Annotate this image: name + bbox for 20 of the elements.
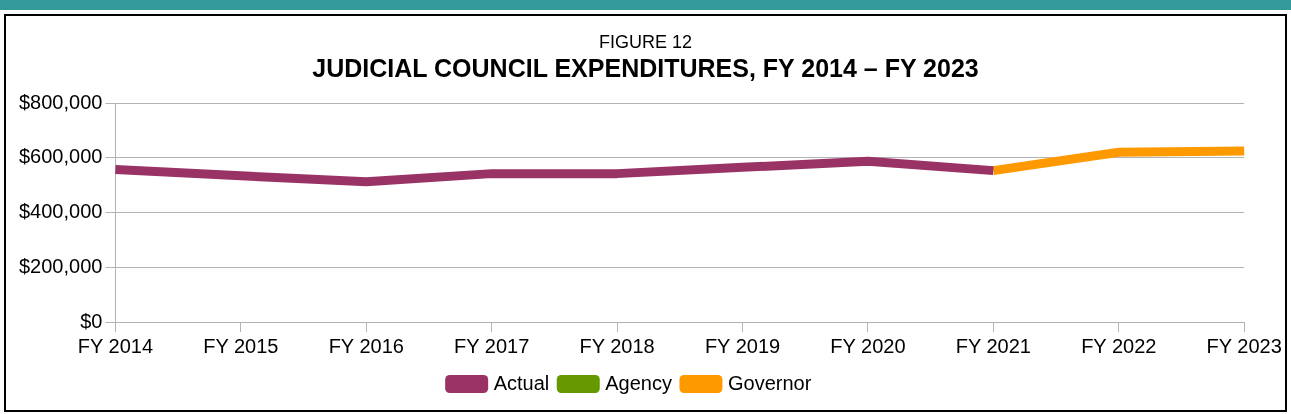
- y-tick-label: $800,000: [19, 90, 103, 113]
- legend-label: Agency: [605, 371, 672, 394]
- y-tick-label: $600,000: [19, 145, 103, 168]
- legend-label: Governor: [727, 371, 812, 394]
- y-tick-label: $0: [80, 309, 103, 332]
- x-tick-label: FY 2019: [704, 334, 781, 357]
- x-tick-label: FY 2014: [77, 334, 154, 357]
- x-tick-label: FY 2022: [1081, 334, 1157, 357]
- y-tick-label: $200,000: [19, 254, 103, 277]
- x-tick-label: FY 2021: [955, 334, 1031, 357]
- chart-title: JUDICIAL COUNCIL EXPENDITURES, FY 2014 – FY 2023: [311, 54, 980, 83]
- x-tick-label: FY 2020: [830, 334, 906, 357]
- legend-label: Actual: [493, 371, 550, 394]
- x-tick-label: FY 2016: [328, 334, 404, 357]
- x-tick-label: FY 2023: [1206, 334, 1282, 357]
- x-tick-label: FY 2015: [203, 334, 279, 357]
- y-tick-label: $400,000: [19, 200, 103, 223]
- x-tick-label: FY 2018: [579, 334, 655, 357]
- x-tick-label: FY 2017: [454, 334, 530, 357]
- chart-subtitle: FIGURE 12: [598, 32, 693, 53]
